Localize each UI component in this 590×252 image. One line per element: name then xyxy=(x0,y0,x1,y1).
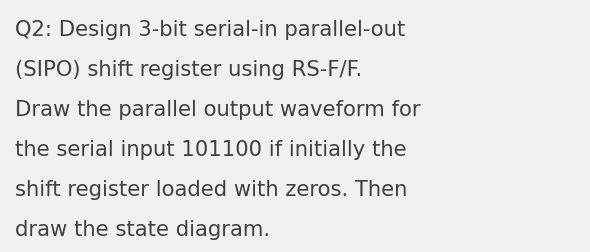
Text: draw the state diagram.: draw the state diagram. xyxy=(15,219,270,239)
Text: (SIPO) shift register using RS-F/F.: (SIPO) shift register using RS-F/F. xyxy=(15,60,362,80)
Text: Q2: Design 3-bit serial-in parallel-out: Q2: Design 3-bit serial-in parallel-out xyxy=(15,20,405,40)
Text: shift register loaded with zeros. Then: shift register loaded with zeros. Then xyxy=(15,179,407,199)
Text: Draw the parallel output waveform for: Draw the parallel output waveform for xyxy=(15,100,420,120)
Text: the serial input 101100 if initially the: the serial input 101100 if initially the xyxy=(15,140,407,160)
